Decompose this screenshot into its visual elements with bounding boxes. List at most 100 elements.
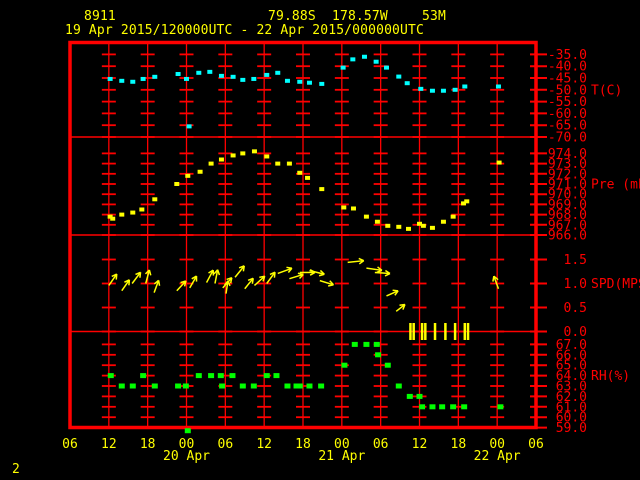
temperature-point (130, 79, 136, 84)
wind-arrow-barb (273, 272, 276, 278)
value-tick-label: 60.0 (556, 411, 587, 426)
pressure-point (396, 224, 402, 229)
date-label: 21 Apr (318, 449, 365, 464)
relative_humidity-point (118, 383, 125, 389)
value-tick-label: 973.0 (548, 157, 587, 172)
relative_humidity-point (296, 383, 303, 389)
wind-arrow-barb (327, 284, 334, 287)
wind-arrow-barb (384, 272, 391, 277)
pressure-point (464, 199, 470, 204)
wind-arrow-shaft (244, 277, 254, 290)
calm-wind-mark (463, 323, 467, 340)
pressure-point (218, 157, 224, 162)
value-tick-label: 62.0 (556, 390, 587, 405)
temperature-point (186, 124, 192, 129)
wind-arrow-barb (262, 275, 266, 282)
page-number: 2 (12, 462, 20, 477)
pressure-point (119, 212, 125, 217)
relative_humidity-point (239, 383, 246, 389)
value-tick-label: -60.0 (548, 107, 587, 122)
value-tick-label: 969.0 (548, 198, 587, 213)
calm-wind-mark (453, 323, 457, 340)
temperature-point (184, 76, 189, 81)
temperature-point (418, 86, 424, 91)
wind-arrow-barb (208, 269, 214, 274)
value-tick-label: -40.0 (548, 60, 587, 75)
wind-arrow-barb (392, 289, 399, 292)
pressure-point (208, 161, 214, 166)
wind-arrow-shaft (153, 280, 160, 293)
value-tick-label: 61.0 (556, 400, 587, 415)
relative_humidity-point (273, 373, 280, 379)
pressure-point (385, 223, 391, 228)
relative_humidity-point (341, 362, 348, 368)
pressure-point (251, 149, 257, 154)
pressure-point (240, 151, 246, 156)
relative_humidity-point (284, 383, 291, 389)
value-tick-label: 1.5 (564, 253, 587, 268)
wind-arrow-barb (399, 303, 406, 307)
value-tick-label: 972.0 (548, 167, 587, 182)
temperature-point (306, 80, 312, 85)
temperature-point (452, 87, 458, 92)
temperature-point (240, 77, 246, 82)
unit-label-temperature: T(C) (591, 83, 622, 98)
time-tick-label: 12 (256, 437, 272, 452)
wind-arrow-shaft (225, 280, 229, 294)
wind-arrow-shaft (277, 267, 293, 275)
wind-arrow-barb (493, 275, 499, 281)
pressure-point (461, 201, 467, 206)
time-tick-label: 06 (528, 437, 544, 452)
relative_humidity-point (318, 383, 325, 389)
pressure-point (350, 206, 356, 211)
relative_humidity-point (208, 373, 215, 379)
temperature-point (107, 76, 113, 81)
relative_humidity-point (406, 393, 413, 399)
temperature-point (119, 78, 125, 83)
unit-label-pressure: Pre (mb) (591, 178, 640, 193)
value-tick-label: -70.0 (548, 131, 587, 146)
pressure-point (341, 205, 347, 210)
temperature-point (340, 65, 346, 70)
station-id-label: 8911 (84, 9, 116, 24)
temperature-point (495, 84, 501, 89)
value-tick-label: 67.0 (556, 338, 587, 353)
wind-arrow-shaft (145, 269, 151, 284)
temperature-point (404, 81, 410, 86)
relative_humidity-point (263, 373, 270, 379)
calm-wind-mark (466, 323, 470, 340)
relative_humidity-point (497, 404, 504, 410)
pressure-point (440, 219, 446, 224)
series-relative_humidity (107, 341, 504, 434)
wind-arrow-shaft (289, 273, 304, 280)
time-axis: 06 12 18 00 06 12 18 00 06 12 18 00 06 20 Apr 21 Apr 22… (62, 437, 544, 464)
wind-arrow-barb (286, 266, 293, 270)
temperature-point (251, 76, 257, 81)
value-tick-label: -65.0 (548, 119, 587, 134)
date-label: 20 Apr (163, 449, 210, 464)
wind-arrow-barb (394, 290, 399, 296)
wind-arrow-shaft (374, 271, 391, 275)
station-elevation-label: 53M (422, 9, 446, 24)
date-label: 22 Apr (474, 449, 521, 464)
value-tick-label: 0.5 (564, 301, 587, 316)
time-tick-label: 00 (334, 437, 350, 452)
plot-frame (68, 40, 538, 430)
pressure-point (152, 197, 158, 202)
wind-arrow-shaft (347, 259, 364, 264)
value-tick-label: 1.0 (564, 277, 587, 292)
relative_humidity-point (217, 373, 224, 379)
time-tick-label: 12 (412, 437, 428, 452)
calm-wind-mark (433, 323, 437, 340)
relative_humidity-point (107, 373, 114, 379)
wind-arrow-barb (229, 277, 233, 284)
value-tick-label: 65.0 (556, 359, 587, 374)
pressure-point (363, 214, 369, 219)
temperature-point (361, 54, 367, 59)
relative_humidity-point (395, 383, 402, 389)
time-tick-label: 06 (218, 437, 234, 452)
wind-arrow-shaft (366, 267, 382, 272)
pressure-point (185, 173, 191, 178)
value-tick-label: 59.0 (556, 421, 587, 436)
